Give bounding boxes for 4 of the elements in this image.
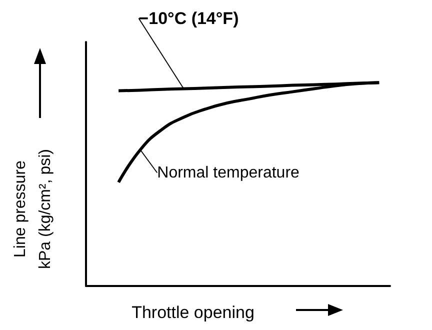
y-axis-title: Line pressure kPa (kg/cm², psi) [12, 148, 54, 270]
text: −10°C (14°F) [138, 8, 239, 28]
series-label: Normal temperature [157, 164, 300, 182]
x-axis-title: Throttle opening [132, 303, 254, 322]
